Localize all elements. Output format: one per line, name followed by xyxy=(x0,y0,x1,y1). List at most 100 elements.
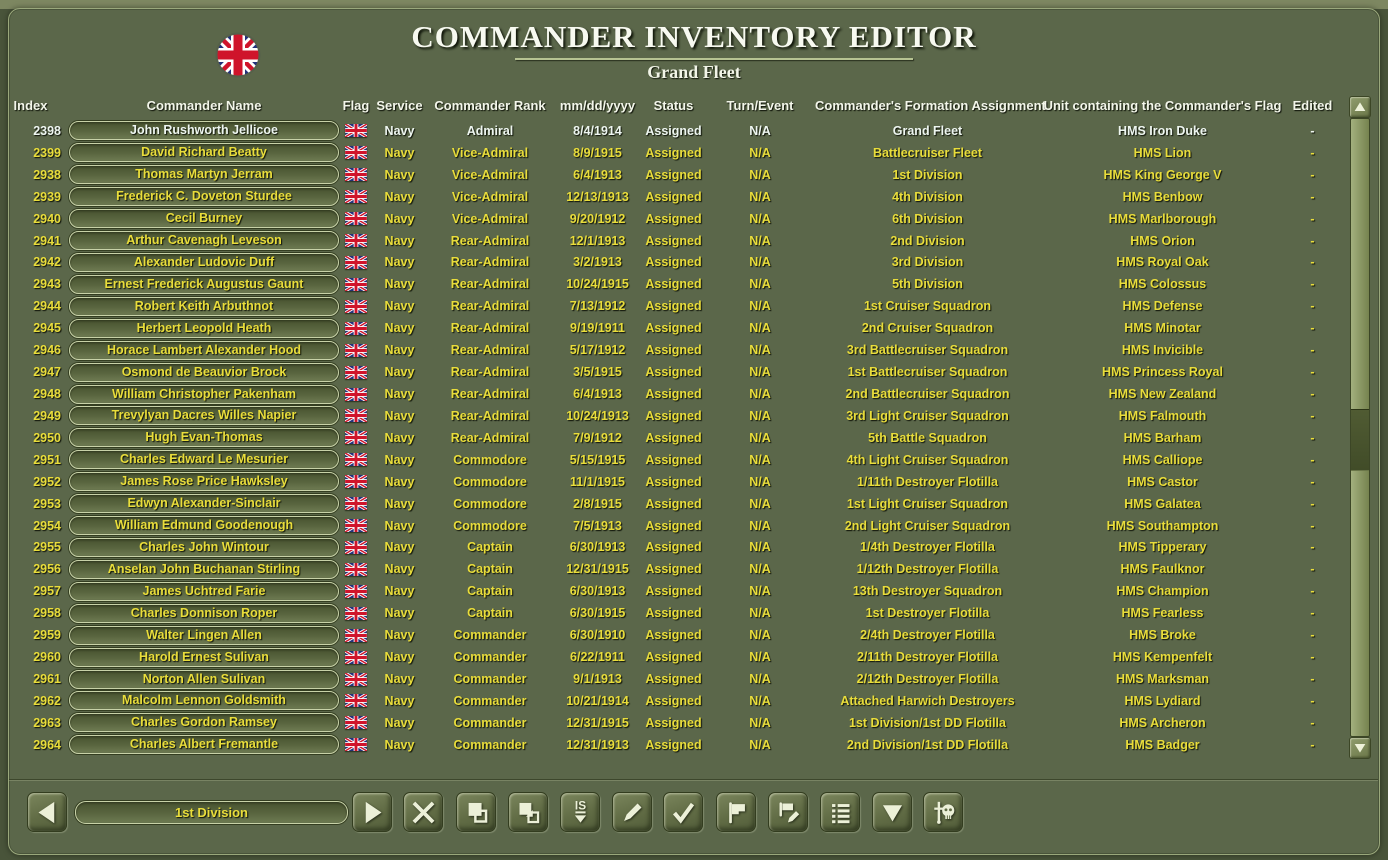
confirm-button[interactable] xyxy=(663,792,703,832)
table-row[interactable]: 2948 William Christopher Pakenham Navy Rear… xyxy=(0,383,1340,405)
table-row[interactable]: 2938 Thomas Martyn Jerram Navy Vice-Admiral… xyxy=(0,164,1340,186)
scrollbar-track[interactable] xyxy=(1350,118,1370,737)
table-row[interactable]: 2941 Arthur Cavenagh Leveson Navy Rear-Admi… xyxy=(0,230,1340,252)
row-date: 10/24/1915 xyxy=(566,277,629,292)
table-row[interactable]: 2954 William Edmund Goodenough Navy Commodo… xyxy=(0,515,1340,537)
table-row[interactable]: 2951 Charles Edward Le Mesurier Navy Commod… xyxy=(0,449,1340,471)
commander-name-button[interactable]: Alexander Ludovic Duff xyxy=(69,252,339,272)
copy-commander-button[interactable] xyxy=(456,792,496,832)
commander-name-button[interactable]: Osmond de Beauvior Brock xyxy=(69,362,339,382)
commander-name-button[interactable]: Cecil Burney xyxy=(69,209,339,229)
table-row[interactable]: 2947 Osmond de Beauvior Brock Navy Rear-Adm… xyxy=(0,361,1340,383)
commander-name-button[interactable]: John Rushworth Jellicoe xyxy=(69,121,339,141)
table-row[interactable]: 2961 Norton Allen Sulivan Navy Commander 9/1… xyxy=(0,668,1340,690)
insert-selection-button[interactable]: IS xyxy=(560,792,600,832)
commander-name-button[interactable]: Charles Donnison Roper xyxy=(69,603,339,623)
commander-name-button[interactable]: Arthur Cavenagh Leveson xyxy=(69,231,339,251)
delete-commander-button[interactable] xyxy=(403,792,443,832)
row-flag-unit: HMS Falmouth xyxy=(1118,408,1207,423)
table-row[interactable]: 2958 Charles Donnison Roper Navy Captain 6/3… xyxy=(0,602,1340,624)
table-row[interactable]: 2399 David Richard Beatty Navy Vice-Admiral… xyxy=(0,142,1340,164)
table-row[interactable]: 2939 Frederick C. Doveton Sturdee Navy Vice… xyxy=(0,186,1340,208)
commander-name-button[interactable]: Herbert Leopold Heath xyxy=(69,318,339,338)
paste-commander-button[interactable] xyxy=(508,792,548,832)
table-row[interactable]: 2963 Charles Gordon Ramsey Navy Commander 12… xyxy=(0,712,1340,734)
table-header: Index Commander Name Flag Service Comman… xyxy=(0,94,1340,116)
commander-name-button[interactable]: Norton Allen Sulivan xyxy=(69,669,339,689)
table-row[interactable]: 2942 Alexander Ludovic Duff Navy Rear-Admir… xyxy=(0,252,1340,274)
row-index: 2960 xyxy=(33,650,61,665)
commander-name-button[interactable]: James Uchtred Farie xyxy=(69,581,339,601)
commander-name-button[interactable]: William Edmund Goodenough xyxy=(69,516,339,536)
uk-flag-icon xyxy=(340,321,372,335)
flag-edit-button[interactable] xyxy=(768,792,808,832)
table-row[interactable]: 2960 Harold Ernest Sulivan Navy Commander 6/… xyxy=(0,646,1340,668)
table-row[interactable]: 2946 Horace Lambert Alexander Hood Navy Rea… xyxy=(0,339,1340,361)
row-status: Assigned xyxy=(645,540,702,555)
table-row[interactable]: 2964 Charles Albert Fremantle Navy Commande… xyxy=(0,734,1340,756)
row-status: Assigned xyxy=(645,518,702,533)
table-row[interactable]: 2953 Edwyn Alexander-Sinclair Navy Commodor… xyxy=(0,493,1340,515)
row-flag-unit: HMS Faulknor xyxy=(1120,562,1205,577)
commander-name-button[interactable]: Ernest Frederick Augustus Gaunt xyxy=(69,274,339,294)
commander-name-button[interactable]: Edwyn Alexander-Sinclair xyxy=(69,494,339,514)
row-service: Navy xyxy=(384,387,415,402)
commander-name-button[interactable]: Trevylyan Dacres Willes Napier xyxy=(69,406,339,426)
kill-commander-button[interactable] xyxy=(923,792,963,832)
row-formation: 2/12th Destroyer Flotilla xyxy=(856,672,999,686)
commander-name-button[interactable]: Charles John Wintour xyxy=(69,537,339,557)
row-rank: Vice-Admiral xyxy=(451,167,529,182)
table-row[interactable]: 2962 Malcolm Lennon Goldsmith Navy Commande… xyxy=(0,690,1340,712)
row-rank: Captain xyxy=(467,562,513,577)
commander-name-button[interactable]: Hugh Evan-Thomas xyxy=(69,428,339,448)
commander-name-button[interactable]: James Rose Price Hawksley xyxy=(69,472,339,492)
commander-name-button[interactable]: Malcolm Lennon Goldsmith xyxy=(69,691,339,711)
commander-name-button[interactable]: Robert Keith Arbuthnot xyxy=(69,296,339,316)
roster-list-button[interactable] xyxy=(820,792,860,832)
next-formation-button[interactable] xyxy=(352,792,392,832)
row-turn-event: N/A xyxy=(749,693,771,708)
scroll-up-button[interactable] xyxy=(1349,96,1371,118)
flag-assign-button[interactable] xyxy=(716,792,756,832)
commander-name-button[interactable]: Anselan John Buchanan Stirling xyxy=(69,559,339,579)
prev-formation-button[interactable] xyxy=(27,792,67,832)
row-formation: 1/11th Destroyer Flotilla xyxy=(856,474,999,489)
row-flag-unit: HMS Benbow xyxy=(1122,189,1203,204)
table-row[interactable]: 2944 Robert Keith Arbuthnot Navy Rear-Admir… xyxy=(0,295,1340,317)
commander-name-button[interactable]: Charles Gordon Ramsey xyxy=(69,713,339,733)
table-row[interactable]: 2940 Cecil Burney Navy Vice-Admiral 9/20/191… xyxy=(0,208,1340,230)
table-row[interactable]: 2957 James Uchtred Farie Navy Captain 6/30/1… xyxy=(0,580,1340,602)
table-row[interactable]: 2398 John Rushworth Jellicoe Navy Admiral 8/… xyxy=(0,120,1340,142)
row-status: Assigned xyxy=(645,737,702,752)
table-row[interactable]: 2956 Anselan John Buchanan Stirling Navy Ca… xyxy=(0,558,1340,580)
table-row[interactable]: 2943 Ernest Frederick Augustus Gaunt Navy R… xyxy=(0,273,1340,295)
table-row[interactable]: 2955 Charles John Wintour Navy Captain 6/30/… xyxy=(0,537,1340,559)
uk-flag-icon xyxy=(340,738,372,752)
table-row[interactable]: 2959 Walter Lingen Allen Navy Commander 6/30… xyxy=(0,624,1340,646)
commander-name-button[interactable]: David Richard Beatty xyxy=(69,143,339,163)
commander-name-button[interactable]: Thomas Martyn Jerram xyxy=(69,165,339,185)
commander-name-button[interactable]: Walter Lingen Allen xyxy=(69,625,339,645)
formation-selector[interactable]: 1st Division xyxy=(75,801,348,824)
row-index: 2947 xyxy=(33,365,61,380)
move-down-button[interactable] xyxy=(872,792,912,832)
commander-name-button[interactable]: Charles Albert Fremantle xyxy=(69,735,339,755)
commander-name-button[interactable]: William Christopher Pakenham xyxy=(69,384,339,404)
row-index: 2941 xyxy=(33,233,61,248)
table-row[interactable]: 2945 Herbert Leopold Heath Navy Rear-Admira… xyxy=(0,317,1340,339)
commander-name-button[interactable]: Frederick C. Doveton Sturdee xyxy=(69,187,339,207)
title-underline xyxy=(515,58,913,60)
row-edited: - xyxy=(1310,474,1315,489)
table-row[interactable]: 2949 Trevylyan Dacres Willes Napier Navy Re… xyxy=(0,405,1340,427)
row-turn-event: N/A xyxy=(749,715,771,730)
row-index: 2956 xyxy=(33,562,61,577)
commander-name-button[interactable]: Harold Ernest Sulivan xyxy=(69,647,339,667)
table-row[interactable]: 2952 James Rose Price Hawksley Navy Commodo… xyxy=(0,471,1340,493)
commander-name-button[interactable]: Charles Edward Le Mesurier xyxy=(69,450,339,470)
row-flag-unit: HMS Badger xyxy=(1125,737,1200,752)
scrollbar-thumb[interactable] xyxy=(1351,409,1369,471)
commander-name-button[interactable]: Horace Lambert Alexander Hood xyxy=(69,340,339,360)
edit-commander-button[interactable] xyxy=(612,792,652,832)
scroll-down-button[interactable] xyxy=(1349,737,1371,759)
table-row[interactable]: 2950 Hugh Evan-Thomas Navy Rear-Admiral 7/9/… xyxy=(0,427,1340,449)
